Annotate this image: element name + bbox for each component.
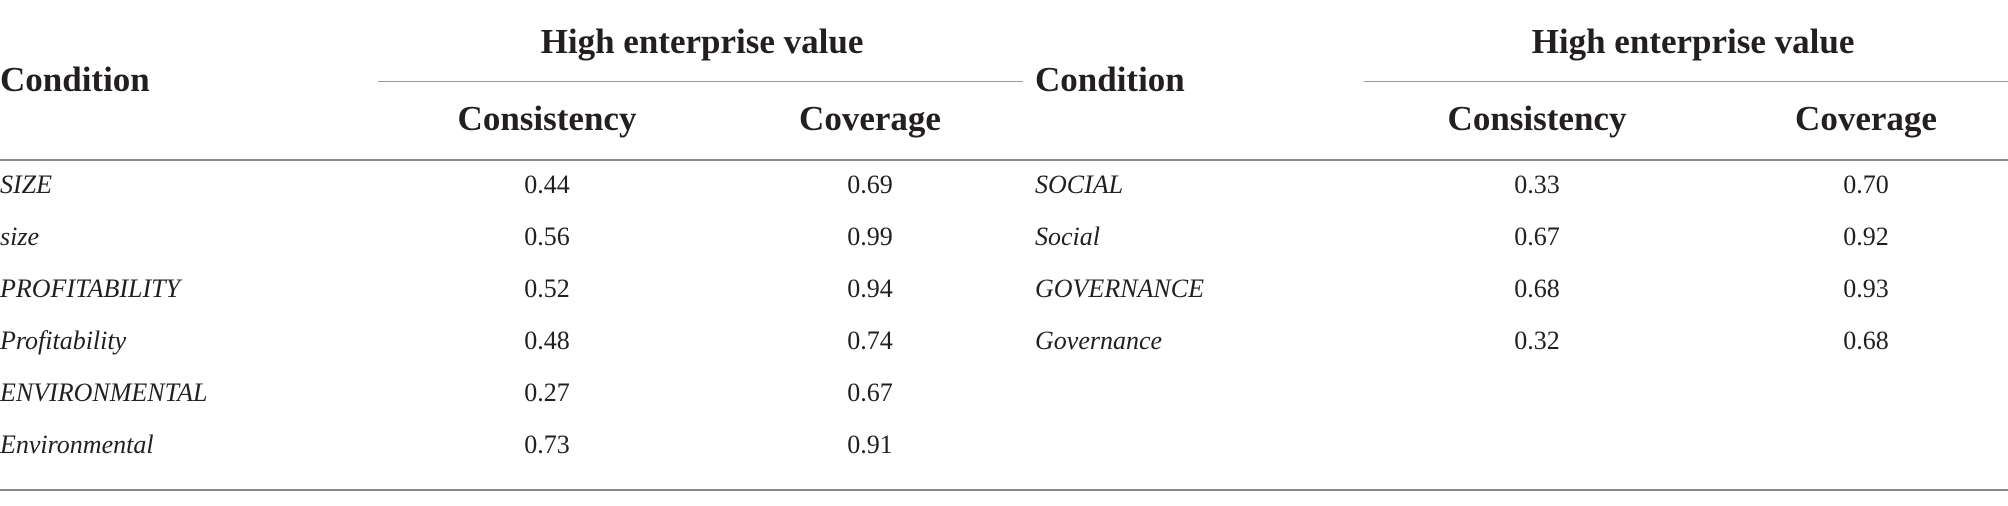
row-consistency: 0.32 xyxy=(1514,326,1560,355)
right-coverage-header: Coverage xyxy=(1795,99,1937,138)
right-condition-header: Condition xyxy=(1035,60,1185,99)
row-coverage: 0.70 xyxy=(1843,170,1889,199)
row-condition: SOCIAL xyxy=(1035,170,1124,199)
left-condition-header: Condition xyxy=(0,60,150,99)
row-condition: size xyxy=(0,222,39,251)
row-coverage: 0.92 xyxy=(1843,222,1889,251)
row-consistency: 0.56 xyxy=(524,222,570,251)
row-consistency: 0.27 xyxy=(524,378,570,407)
row-coverage: 0.94 xyxy=(847,274,893,303)
row-consistency: 0.73 xyxy=(524,430,570,459)
row-consistency: 0.52 xyxy=(524,274,570,303)
row-consistency: 0.33 xyxy=(1514,170,1560,199)
row-consistency: 0.48 xyxy=(524,326,570,355)
row-condition: ENVIRONMENTAL xyxy=(0,378,208,407)
left-group-header: High enterprise value xyxy=(540,22,864,61)
right-group-underline xyxy=(1364,81,2008,82)
row-consistency: 0.68 xyxy=(1514,274,1560,303)
row-coverage: 0.68 xyxy=(1843,326,1889,355)
row-coverage: 0.99 xyxy=(847,222,893,251)
row-consistency: 0.44 xyxy=(524,170,570,199)
row-condition: GOVERNANCE xyxy=(1035,274,1204,303)
row-condition: Profitability xyxy=(0,326,127,355)
row-coverage: 0.67 xyxy=(847,378,893,407)
row-coverage: 0.74 xyxy=(847,326,893,355)
row-coverage: 0.93 xyxy=(1843,274,1889,303)
right-group-header: High enterprise value xyxy=(1531,22,1855,61)
table-bottom-rule xyxy=(0,489,2008,491)
row-condition: Governance xyxy=(1035,326,1163,355)
row-condition: Social xyxy=(1035,222,1100,251)
left-consistency-header: Consistency xyxy=(457,99,637,138)
row-condition: PROFITABILITY xyxy=(0,274,181,303)
row-coverage: 0.69 xyxy=(847,170,893,199)
row-coverage: 0.91 xyxy=(847,430,893,459)
row-condition: SIZE xyxy=(0,170,52,199)
left-group-underline xyxy=(378,81,1023,82)
right-consistency-header: Consistency xyxy=(1447,99,1627,138)
left-coverage-header: Coverage xyxy=(799,99,941,138)
row-condition: Environmental xyxy=(0,430,154,459)
row-consistency: 0.67 xyxy=(1514,222,1560,251)
header-rule xyxy=(0,159,2008,161)
